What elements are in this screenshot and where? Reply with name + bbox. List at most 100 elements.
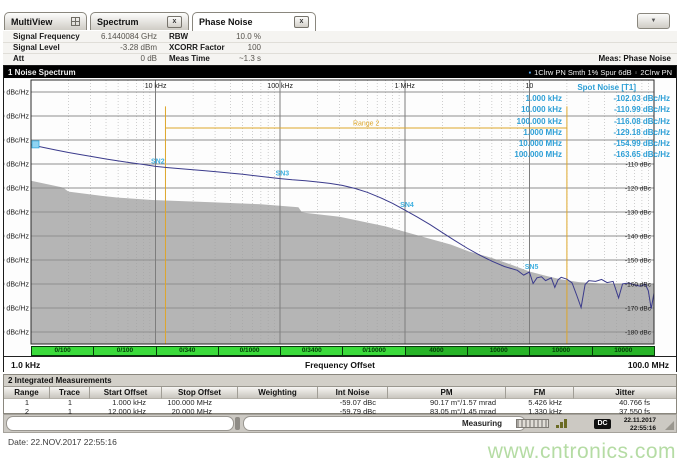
integrated-measurements-title: 2 Integrated Measurements <box>4 375 676 387</box>
integrated-cell: 2 <box>24 406 30 416</box>
tab-spectrum[interactable]: Spectrum x <box>90 12 189 30</box>
spot-noise-offset: 10.000 MHz <box>518 139 562 149</box>
y-axis-label-left: -100 dBc/Hz <box>4 138 29 145</box>
resize-grip[interactable] <box>665 421 674 430</box>
y-axis-label-left: -150 dBc/Hz <box>4 258 29 265</box>
softkey-panel-left <box>6 416 234 431</box>
measurement-progress-bar <box>516 419 549 428</box>
integrated-cell: 40.766 fs <box>619 398 650 407</box>
y-axis-label-left: -180 dBc/Hz <box>4 330 29 337</box>
y-axis-label-right: -180 dBc <box>625 330 652 337</box>
noise-spectrum-title: 1 Noise Spectrum <box>8 67 76 77</box>
noise-floor-area <box>31 180 654 344</box>
x-axis-label-top: 10 <box>526 83 534 90</box>
trace-1 <box>30 144 655 310</box>
meas-mode-label: Meas: Phase Noise <box>598 54 671 63</box>
phase-noise-chart: Range 2 -80 dBc/Hz -90 dBc/Hz -100 dBc/Hz -1… <box>4 79 655 345</box>
x-axis-label-top: 100 kHz <box>267 83 293 90</box>
integrated-column-header: Jitter <box>574 387 676 399</box>
y-axis-label-left: -160 dBc/Hz <box>4 282 29 289</box>
spot-noise-offset: 100.000 kHz <box>516 116 562 126</box>
trace2-marker-icon: ▫ <box>634 67 638 77</box>
spot-noise-row: 1.000 MHz -129.18 dBc/Hz <box>474 127 670 138</box>
tab-phase-noise-close-icon[interactable]: x <box>294 16 309 28</box>
y-axis-label-left: -120 dBc/Hz <box>4 186 29 193</box>
integrated-cell: 90.17 m°/1.57 mrad <box>430 398 496 407</box>
chevron-down-icon: ▼ <box>650 18 657 24</box>
signal-level-label: Signal Level <box>13 43 60 52</box>
trace1-marker-icon: ▪ <box>528 67 532 77</box>
spot-noise-panel: Spot Noise [T1] 1.000 kHz -102.03 dBc/Hz 1… <box>474 82 670 160</box>
y-axis-label-right: -150 dBc <box>625 258 652 265</box>
integrated-cell: 1 <box>67 406 73 416</box>
integrated-column-header: Int Noise <box>318 387 388 399</box>
trace1-legend-label: 1Clrw PN Smth 1% Spur 6dB <box>534 67 632 77</box>
tab-multiview-label: MultiView <box>11 16 53 27</box>
sweep-segment: 10000 <box>468 347 530 355</box>
y-axis-label-right: -110 dBc <box>625 162 651 169</box>
tab-overview-dropdown-button[interactable]: ▼ <box>637 13 670 29</box>
measuring-status-label: Measuring <box>462 419 503 428</box>
tab-phase-noise[interactable]: Phase Noise x <box>192 12 316 31</box>
rbw-label: RBW <box>169 32 189 41</box>
spot-noise-row: 10.000 MHz -154.99 dBc/Hz <box>474 138 670 149</box>
sweep-segment: 0/10000 <box>343 347 405 355</box>
trace-legend: ▪ 1Clrw PN Smth 1% Spur 6dB ▫ 2Clrw PN <box>528 68 672 77</box>
dc-coupling-badge: DC <box>594 419 611 429</box>
integrated-column-header: Stop Offset <box>162 387 238 399</box>
tab-multiview[interactable]: MultiView <box>4 12 87 30</box>
y-axis-label-right: -120 dBc <box>625 186 652 193</box>
integrated-column-header: Trace <box>50 387 90 399</box>
sweep-segment: 10000 <box>530 347 592 355</box>
plot-frame <box>30 79 655 345</box>
sweep-segment: 0/1000 <box>218 347 281 355</box>
integrated-cell: -59.07 dBc <box>339 398 376 407</box>
spot-noise-offset: 1.000 kHz <box>525 94 562 104</box>
spot-noise-title: Spot Noise [T1] <box>577 83 636 92</box>
screenshot-date-line: Date: 22.NOV.2017 22:55:16 <box>8 437 117 447</box>
signal-frequency-label: Signal Frequency <box>13 32 80 41</box>
x-axis-label-top: 10 kHz <box>145 83 167 90</box>
channel-info-row: Signal Frequency 6.1440084 GHz RBW 10.0 … <box>3 31 677 43</box>
sweep-segment: 4000 <box>405 347 468 355</box>
integrated-column-header: PM <box>388 387 506 399</box>
status-bar: Measuring DC 22.11.2017 22:55:16 <box>3 414 677 433</box>
integrated-cell <box>238 399 318 408</box>
x-axis-row: 1.0 kHz Frequency Offset 100.0 MHz <box>4 356 676 372</box>
spot-noise-row: 10.000 kHz -110.99 dBc/Hz <box>474 104 670 115</box>
marker-sn3: SN3 <box>276 171 290 178</box>
noise-spectrum-title-bar: 1 Noise Spectrum ▪ 1Clrw PN Smth 1% Spur… <box>4 66 676 78</box>
multiview-grid-icon <box>71 17 80 26</box>
phase-noise-plot[interactable]: Range 2 -80 dBc/Hz -90 dBc/Hz -100 dBc/Hz -1… <box>4 78 676 346</box>
y-axis-label-right: -130 dBc <box>625 210 652 217</box>
spot-noise-rows: 1.000 kHz -102.03 dBc/Hz 10.000 kHz -110.99… <box>474 93 670 160</box>
tab-bar: MultiView Spectrum x Phase Noise x <box>3 12 677 32</box>
integrated-cell: 37.550 fs <box>619 406 650 416</box>
integrated-cell: 1.000 kHz <box>112 398 146 407</box>
sweep-segment: 10000 <box>592 347 654 355</box>
spot-noise-value: -116.08 dBc/Hz <box>613 116 670 126</box>
y-axis-label-left: -110 dBc/Hz <box>4 162 29 169</box>
y-axis-label-left: -140 dBc/Hz <box>4 234 29 241</box>
marker-sn5: SN5 <box>525 264 539 271</box>
spot-noise-row: 1.000 kHz -102.03 dBc/Hz <box>474 93 670 104</box>
y-axis-label-left: -130 dBc/Hz <box>4 210 29 217</box>
tab-spectrum-close-icon[interactable]: x <box>167 15 182 28</box>
integrated-column-header: Range <box>4 387 50 399</box>
status-datetime: 22.11.2017 22:55:16 <box>610 417 656 432</box>
spot-noise-offset: 100.000 MHz <box>514 150 562 160</box>
integrated-cell: -59.79 dBc <box>339 406 376 416</box>
integrated-column-header: FM <box>506 387 574 399</box>
integrated-column-header: Start Offset <box>90 387 162 399</box>
panel-splitter-handle[interactable] <box>235 417 240 430</box>
rbw-value: 10.0 % <box>236 32 261 41</box>
range-label: Range 2 <box>353 121 380 128</box>
spot-noise-row: 100.000 kHz -116.08 dBc/Hz <box>474 116 670 127</box>
integrated-cell: 83.05 m°/1.45 mrad <box>430 406 496 416</box>
y-axis-label-right: -140 dBc <box>625 234 652 241</box>
sweep-progress-bar: 0/100 0/100 0/340 0/1000 0/3400 0/10000 4000 10… <box>31 346 655 356</box>
meas-time-label: Meas Time <box>169 54 210 63</box>
signal-frequency-value: 6.1440084 GHz <box>100 32 157 41</box>
spot-noise-value: -110.99 dBc/Hz <box>613 105 670 115</box>
integrated-cell: 5.426 kHz <box>528 398 562 407</box>
